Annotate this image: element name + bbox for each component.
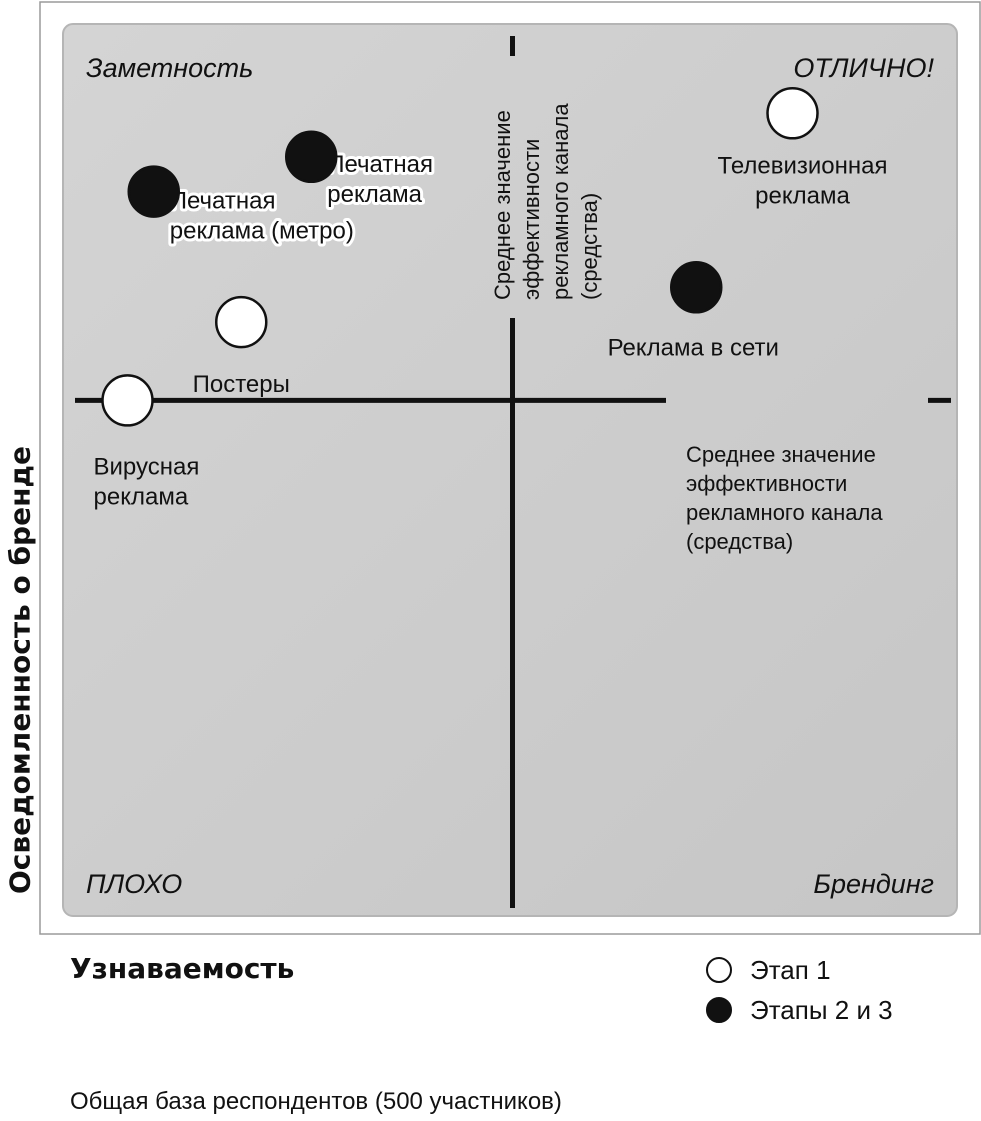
legend-item-stage1: Этап 1	[706, 950, 893, 990]
x-axis-label: Узнаваемость	[70, 952, 295, 985]
point-label: Реклама в сети	[608, 334, 779, 361]
vertical-reference-label: Среднее значение эффективности рекламного …	[490, 103, 602, 300]
point-label: Печатная реклама (метро)	[170, 188, 354, 245]
point-label: Постеры	[193, 371, 290, 398]
point-label: Телевизионная реклама	[718, 152, 888, 209]
legend-marker-filled-circle	[706, 997, 732, 1023]
point-label: Вирусная реклама	[94, 453, 200, 510]
quadrant-label-top-left: Заметность	[86, 53, 253, 83]
legend: Этап 1 Этапы 2 и 3	[706, 950, 893, 1030]
legend-item-stage23: Этапы 2 и 3	[706, 990, 893, 1030]
data-point	[285, 130, 338, 184]
chart-canvas: Среднее значение эффективности рекламного …	[39, 1, 981, 935]
quadrant-label-top-right: ОТЛИЧНО!	[793, 53, 934, 83]
data-point	[766, 87, 819, 140]
data-point	[670, 261, 723, 314]
data-point	[127, 165, 180, 218]
legend-marker-open-circle	[706, 957, 732, 983]
legend-label: Этапы 2 и 3	[750, 994, 893, 1025]
horizontal-reference-label: Среднее значение эффективности рекламного …	[686, 442, 883, 554]
quadrant-label-bottom-right: Брендинг	[813, 869, 934, 899]
point-label: Печатная реклама	[327, 151, 433, 208]
data-point	[215, 295, 268, 349]
footnote: Общая база респондентов (500 участников)	[70, 1088, 562, 1115]
y-axis-label: Осведомленность о бренде	[3, 445, 37, 895]
legend-label: Этап 1	[750, 954, 831, 985]
data-point	[101, 374, 154, 427]
quadrant-label-bottom-left: ПЛОХО	[86, 869, 182, 899]
